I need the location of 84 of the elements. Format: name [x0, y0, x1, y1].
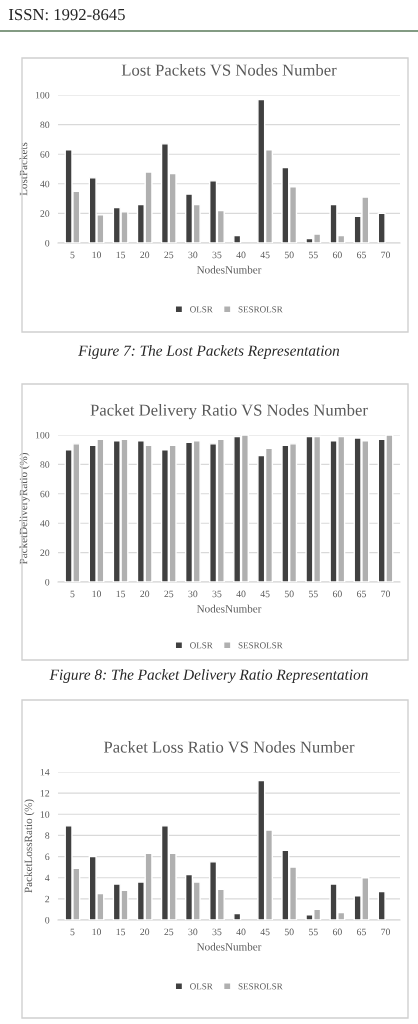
x-tick-label: 55	[309, 928, 318, 936]
x-tick-label: 40	[236, 590, 246, 598]
x-tick-label: 65	[357, 928, 366, 936]
x-tick-label: 20	[140, 251, 150, 259]
x-tick-label: 5	[70, 928, 75, 936]
x-tick-label: 65	[357, 590, 366, 598]
x-axis-title: NodesNumber	[196, 604, 262, 613]
x-tick-label: 20	[140, 590, 150, 598]
legend-label: OLSR	[190, 642, 213, 649]
y-tick-label: 80	[40, 461, 50, 468]
y-tick-label: 14	[40, 768, 50, 776]
x-tick-label: 10	[92, 590, 102, 598]
caption: Figure 7: The Lost Packets Representation	[78, 345, 340, 359]
legend-label: OLSR	[190, 983, 213, 990]
y-tick-label: 60	[40, 151, 50, 158]
x-tick-label: 55	[309, 251, 318, 259]
y-axis-title: PacketDeliveryRatio (%)	[19, 452, 30, 565]
y-tick-label: 8	[45, 832, 50, 839]
bar	[233, 234, 242, 243]
y-tick-label: 0	[45, 578, 50, 586]
x-tick-label: 70	[381, 928, 391, 936]
caption: Figure 8: The Packet Delivery Ratio Representation	[49, 669, 368, 683]
y-tick-label: 6	[45, 853, 50, 861]
x-tick-label: 15	[116, 251, 126, 259]
x-tick-label: 60	[332, 928, 342, 936]
chart-title: Packet Delivery Ratio VS Nodes Number	[90, 403, 368, 420]
x-tick-label: 50	[284, 928, 294, 936]
y-tick-label: 40	[40, 520, 50, 527]
y-tick-label: 20	[40, 210, 50, 217]
x-tick-label: 30	[188, 590, 198, 598]
bar	[233, 912, 242, 920]
x-tick-label: 10	[92, 251, 102, 259]
y-tick-label: 60	[40, 490, 50, 498]
y-tick-label: 100	[35, 431, 50, 439]
x-tick-label: 25	[164, 928, 174, 936]
x-tick-label: 70	[381, 590, 391, 598]
y-tick-label: 12	[40, 790, 50, 797]
x-tick-label: 60	[332, 590, 342, 598]
chart-title: Packet Loss Ratio VS Nodes Number	[103, 740, 355, 753]
x-tick-label: 45	[260, 251, 270, 259]
x-axis-title: NodesNumber	[196, 265, 262, 274]
y-tick-label: 100	[35, 91, 50, 99]
x-tick-label: 50	[284, 590, 294, 598]
legend-label: SESROLSR	[238, 306, 283, 313]
x-tick-label: 15	[116, 590, 126, 598]
x-tick-label: 50	[284, 251, 294, 259]
y-tick-label: 80	[40, 121, 50, 129]
y-tick-label: 20	[40, 549, 50, 557]
y-tick-label: 0	[45, 239, 50, 247]
legend-label: SESROLSR	[238, 642, 283, 649]
x-tick-label: 45	[260, 928, 270, 936]
chart-title: Lost Packets VS Nodes Number	[121, 63, 337, 76]
x-tick-label: 40	[236, 251, 246, 259]
y-tick-label: 10	[40, 811, 50, 818]
bar	[377, 212, 386, 243]
x-axis-title: NodesNumber	[196, 942, 262, 951]
y-tick-label: 0	[45, 916, 50, 924]
x-tick-label: 45	[260, 590, 270, 598]
x-tick-label: 5	[70, 590, 75, 598]
x-tick-label: 30	[188, 928, 198, 936]
legend-label: OLSR	[190, 306, 213, 313]
x-tick-label: 10	[92, 928, 102, 936]
x-tick-label: 65	[357, 251, 366, 259]
x-tick-label: 5	[70, 251, 75, 259]
x-tick-label: 35	[212, 251, 222, 259]
x-tick-label: 30	[188, 251, 198, 259]
y-tick-label: 40	[40, 180, 50, 188]
x-tick-label: 25	[164, 590, 174, 598]
x-tick-label: 25	[164, 251, 174, 259]
x-tick-label: 15	[116, 928, 126, 936]
legend-label: SESROLSR	[238, 983, 283, 990]
bar	[377, 890, 386, 920]
text: ISSN: 1992-8645	[8, 8, 125, 21]
y-axis-title: PacketLossRatio (%)	[24, 799, 35, 893]
x-tick-label: 60	[332, 251, 342, 259]
x-tick-label: 35	[212, 590, 222, 598]
x-tick-label: 70	[381, 251, 391, 259]
x-tick-label: 35	[212, 928, 222, 936]
y-tick-label: 4	[45, 874, 50, 882]
y-axis-title: LostPackets	[19, 142, 28, 196]
y-tick-label: 2	[45, 895, 50, 903]
x-tick-label: 55	[309, 590, 318, 598]
x-tick-label: 20	[140, 928, 150, 936]
x-tick-label: 40	[236, 928, 246, 936]
